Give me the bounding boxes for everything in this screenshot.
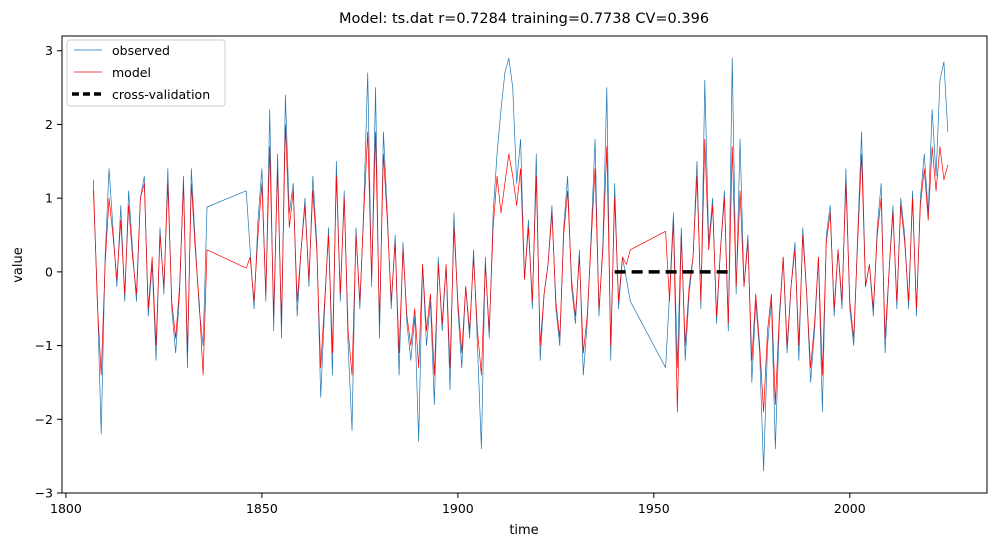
- y-axis-label: value: [11, 247, 26, 283]
- y-axis: −3 −2 −1 0 1 2 3: [35, 43, 62, 501]
- legend-model-label: model: [112, 65, 151, 80]
- x-tick-label: 1900: [442, 501, 474, 516]
- y-tick-label: 1: [45, 191, 53, 206]
- plot-frame: [61, 35, 988, 494]
- x-axis: 1800 1850 1900 1950 2000: [50, 493, 866, 516]
- legend-observed-label: observed: [112, 43, 170, 58]
- legend-cv-label: cross-validation: [112, 87, 210, 102]
- y-tick-label: −2: [35, 412, 53, 427]
- x-axis-label: time: [509, 523, 538, 538]
- plot-area: [93, 57, 949, 472]
- y-tick-label: −3: [35, 486, 53, 501]
- x-tick-label: 1950: [638, 501, 670, 516]
- model-series-line: [93, 124, 949, 413]
- y-tick-label: 3: [45, 43, 53, 58]
- y-tick-label: 2: [45, 117, 53, 132]
- legend: observed model cross-validation: [66, 39, 226, 107]
- y-tick-label: 0: [45, 264, 53, 279]
- legend-box: [66, 39, 226, 107]
- y-tick-label: −1: [35, 338, 53, 353]
- x-tick-label: 1850: [246, 501, 278, 516]
- chart-title: Model: ts.dat r=0.7284 training=0.7738 C…: [339, 11, 709, 27]
- x-tick-label: 1800: [50, 501, 82, 516]
- x-tick-label: 2000: [834, 501, 866, 516]
